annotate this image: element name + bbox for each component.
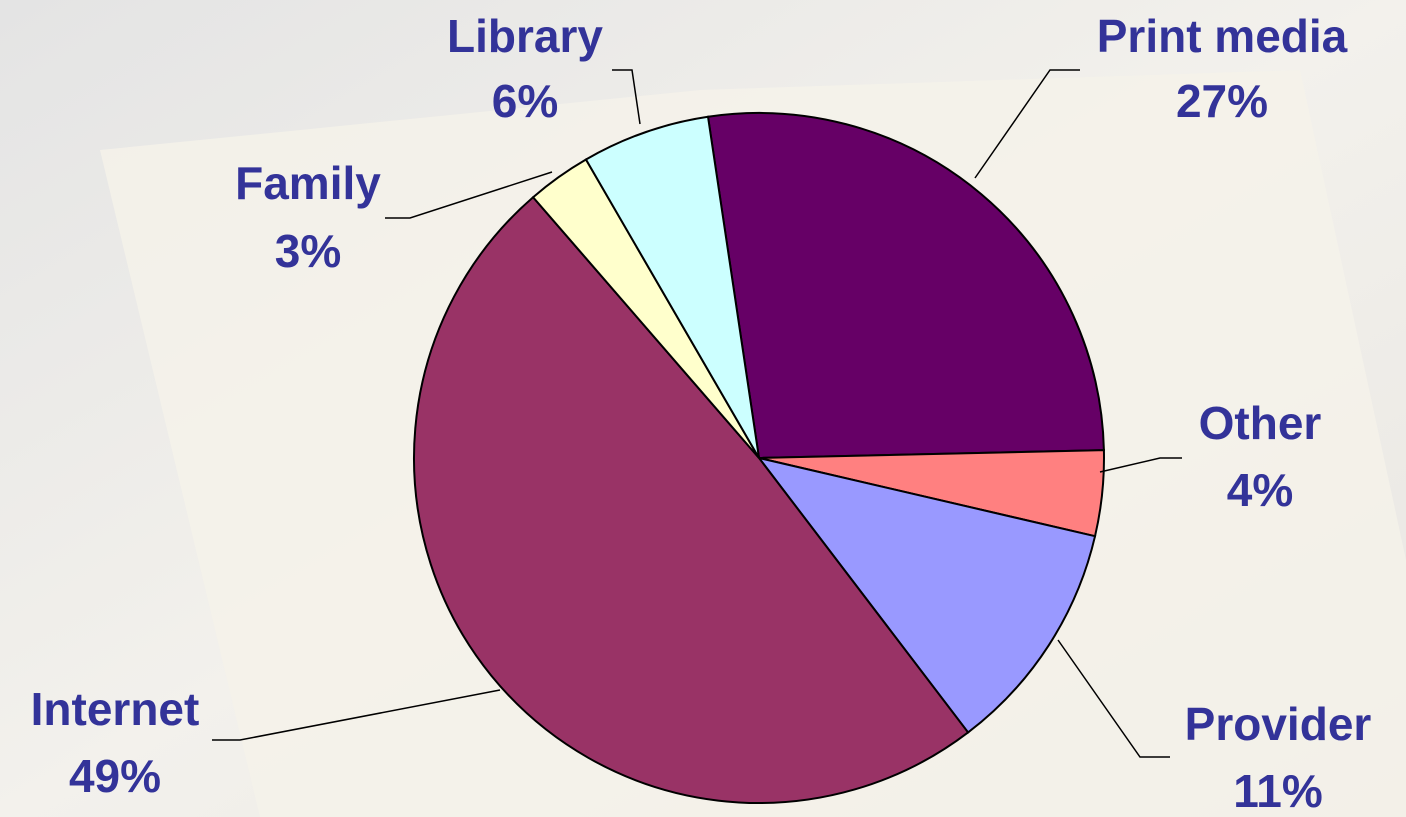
slice-value-label: 27% — [1176, 75, 1268, 127]
slice-label: Library — [447, 10, 603, 62]
slice-label: Other — [1199, 397, 1322, 449]
slice-value-label: 4% — [1227, 464, 1293, 516]
slice-label: Family — [235, 157, 381, 209]
slice-label: Provider — [1185, 698, 1372, 750]
slice-value-label: 6% — [492, 75, 558, 127]
slice-label: Print media — [1097, 10, 1348, 62]
slice-value-label: 3% — [275, 225, 341, 277]
slice-label: Internet — [31, 683, 200, 735]
slice-value-label: 11% — [1233, 765, 1323, 817]
chart: Print media 27% Other 4% Provider 11% Internet… — [0, 0, 1406, 817]
slice-value-label: 49% — [69, 750, 161, 802]
